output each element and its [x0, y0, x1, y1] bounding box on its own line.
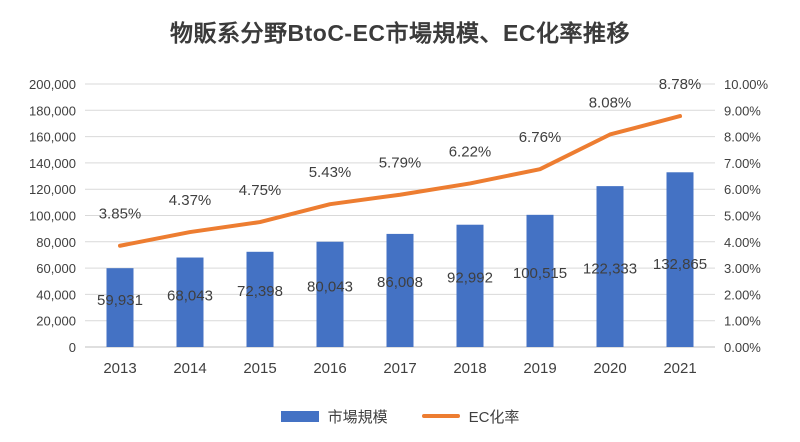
- bar-value-label-2016: 80,043: [307, 279, 353, 296]
- x-axis-label-2020: 2020: [593, 360, 626, 377]
- left-axis-tick: 40,000: [36, 287, 76, 302]
- right-axis-tick: 0.00%: [724, 340, 761, 355]
- x-axis-label-2013: 2013: [103, 360, 136, 377]
- left-axis-tick: 60,000: [36, 261, 76, 276]
- chart-title: 物販系分野BtoC-EC市場規模、EC化率推移: [170, 20, 630, 46]
- right-axis-tick: 10.00%: [724, 77, 769, 92]
- ec-rate-label-2014: 4.37%: [169, 192, 212, 209]
- legend-label-ec-rate: EC化率: [468, 408, 520, 426]
- x-axis-label-2019: 2019: [523, 360, 556, 377]
- chart-legend: 市場規模 EC化率: [0, 406, 800, 426]
- x-axis-label-2018: 2018: [453, 360, 486, 377]
- ec-rate-label-2017: 5.79%: [379, 155, 422, 172]
- bar-2021: [666, 172, 694, 347]
- ec-rate-label-2015: 4.75%: [239, 182, 282, 199]
- left-axis-tick: 20,000: [36, 314, 76, 329]
- bar-value-label-2020: 122,333: [583, 261, 637, 278]
- left-axis-tick: 120,000: [29, 182, 76, 197]
- x-axis-label-2015: 2015: [243, 360, 276, 377]
- legend-label-market-size: 市場規模: [327, 408, 388, 426]
- bar-value-label-2013: 59,931: [97, 292, 143, 309]
- right-axis-tick: 5.00%: [724, 209, 761, 224]
- right-axis-tick: 9.00%: [724, 103, 761, 118]
- bar-2020: [596, 186, 624, 347]
- x-axis-label-2017: 2017: [383, 360, 416, 377]
- left-axis-tick: 180,000: [29, 103, 76, 118]
- bar-value-label-2014: 68,043: [167, 288, 213, 305]
- bar-value-label-2017: 86,008: [377, 274, 423, 291]
- left-axis-tick: 80,000: [36, 235, 76, 250]
- left-axis-tick: 0: [69, 340, 76, 355]
- legend-item-ec-rate: EC化率: [421, 406, 520, 427]
- ec-rate-label-2016: 5.43%: [309, 164, 352, 181]
- bar-2016: [316, 241, 344, 347]
- x-axis-label-2021: 2021: [663, 360, 696, 377]
- ec-rate-label-2018: 6.22%: [449, 143, 492, 160]
- right-axis-tick: 2.00%: [724, 287, 761, 302]
- right-axis-tick: 8.00%: [724, 130, 761, 145]
- left-axis-tick: 160,000: [29, 130, 76, 145]
- ec-rate-label-2013: 3.85%: [99, 206, 142, 223]
- x-axis-label-2014: 2014: [173, 360, 206, 377]
- line-series-swatch: [421, 414, 460, 418]
- left-axis-tick: 140,000: [29, 156, 76, 171]
- right-axis-tick: 7.00%: [724, 156, 761, 171]
- bar-value-label-2021: 132,865: [653, 256, 707, 273]
- bar-2019: [526, 214, 554, 347]
- ec-rate-line: [118, 114, 682, 248]
- right-axis-tick: 4.00%: [724, 235, 761, 250]
- left-axis-tick: 100,000: [29, 209, 76, 224]
- ec-rate-label-2020: 8.08%: [589, 94, 632, 111]
- bar-2018: [456, 224, 484, 347]
- ec-rate-label-2021: 8.78%: [659, 76, 702, 93]
- bar-value-label-2018: 92,992: [447, 270, 493, 287]
- right-axis-tick: 3.00%: [724, 261, 761, 276]
- bar-2015: [246, 251, 274, 347]
- x-axis-label-2016: 2016: [313, 360, 346, 377]
- ec-rate-label-2019: 6.76%: [519, 129, 562, 146]
- bar-value-label-2019: 100,515: [513, 265, 567, 282]
- left-axis-tick: 200,000: [29, 77, 76, 92]
- bar-2013: [106, 268, 134, 347]
- right-axis-tick: 1.00%: [724, 314, 761, 329]
- right-axis-tick: 6.00%: [724, 182, 761, 197]
- bar-value-label-2015: 72,398: [237, 283, 283, 300]
- legend-item-market-size: 市場規模: [280, 406, 388, 427]
- bar-series-swatch: [280, 410, 319, 422]
- bar-2017: [386, 233, 414, 347]
- bar-2014: [176, 257, 204, 347]
